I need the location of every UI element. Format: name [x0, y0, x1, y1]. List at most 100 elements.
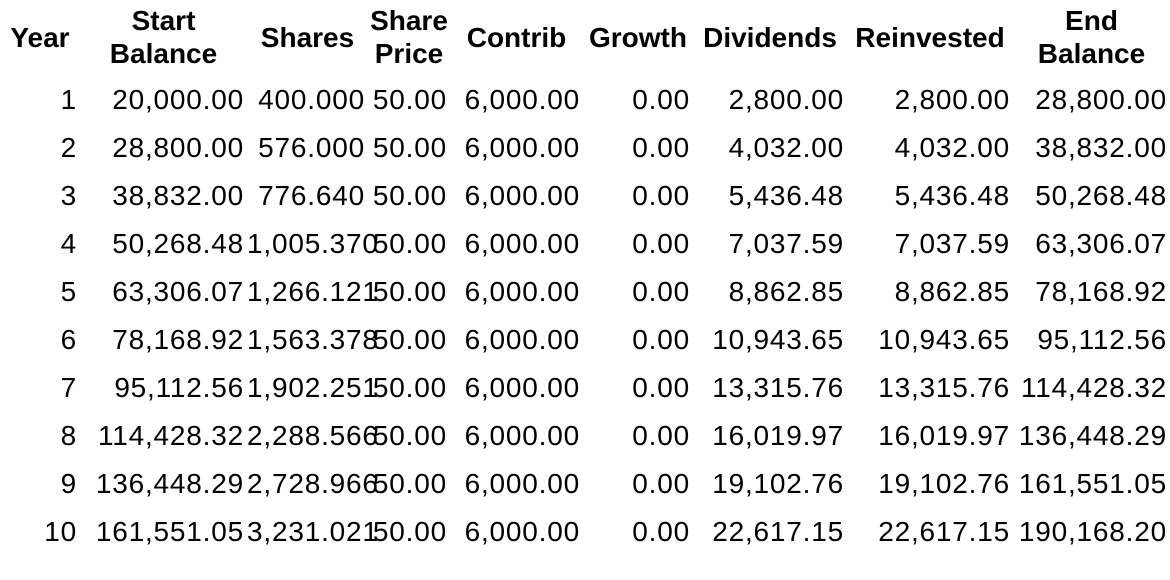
table-cell: 50.00	[372, 516, 447, 547]
header-row: Year Start Balance Shares Share Price Co…	[0, 0, 1170, 76]
table-cell: 2	[60, 132, 77, 163]
table-cell: 50.00	[372, 420, 447, 451]
table-row: 5 63,306.07 1,266.121 50.00 6,000.00 0.00 8,86…	[0, 268, 1170, 316]
table-cell: 50.00	[372, 180, 447, 211]
table-cell: 95,112.56	[114, 372, 244, 403]
table-cell: 0.00	[632, 132, 690, 163]
table-cell: 0.00	[632, 324, 690, 355]
table-cell: 8,862.85	[894, 276, 1010, 307]
table-cell: 4,032.00	[728, 132, 844, 163]
table-cell: 3,231.021	[247, 516, 379, 547]
table-cell: 2,728.966	[247, 468, 379, 499]
table-cell: 1	[60, 84, 77, 115]
table-cell: 8	[60, 420, 77, 451]
table-body: 1 20,000.00 400.000 50.00 6,000.00 0.00 2,800.…	[0, 76, 1170, 556]
table-cell: 16,019.97	[712, 420, 844, 451]
table-cell: 2,800.00	[894, 84, 1010, 115]
table-cell: 1,266.121	[247, 276, 379, 307]
table-cell: 13,315.76	[878, 372, 1010, 403]
table-cell: 22,617.15	[712, 516, 844, 547]
table-cell: 400.000	[258, 84, 365, 115]
table-cell: 0.00	[632, 276, 690, 307]
table-cell: 6,000.00	[464, 420, 580, 451]
table-row: 7 95,112.56 1,902.251 50.00 6,000.00 0.00 13,3…	[0, 364, 1170, 412]
table-cell: 2,288.566	[247, 420, 379, 451]
table-cell: 0.00	[632, 372, 690, 403]
table-cell: 3	[60, 180, 77, 211]
table-cell: 63,306.07	[112, 276, 244, 307]
table-cell: 136,448.29	[1018, 420, 1167, 451]
table-cell: 161,551.05	[1018, 468, 1167, 499]
column-header-dividends: Dividends	[703, 21, 837, 53]
table-cell: 7,037.59	[728, 228, 844, 259]
column-header-share-price: Share Price	[370, 5, 448, 69]
table-cell: 114,428.32	[97, 420, 244, 451]
table-cell: 19,102.76	[712, 468, 844, 499]
table-cell: 576.000	[258, 132, 365, 163]
table-cell: 50,268.48	[112, 228, 244, 259]
column-header-contrib: Contrib	[466, 21, 567, 53]
table-cell: 136,448.29	[95, 468, 244, 499]
table-cell: 6,000.00	[464, 324, 580, 355]
table-cell: 38,832.00	[1035, 132, 1167, 163]
column-header-start-balance: Start Balance	[109, 5, 218, 69]
table-cell: 9	[60, 468, 77, 499]
table-cell: 50.00	[372, 468, 447, 499]
table-header: Year Start Balance Shares Share Price Co…	[0, 0, 1170, 76]
table-cell: 16,019.97	[878, 420, 1010, 451]
table-cell: 19,102.76	[878, 468, 1010, 499]
table-cell: 161,551.05	[95, 516, 244, 547]
table-cell: 0.00	[632, 84, 690, 115]
table-cell: 6,000.00	[464, 468, 580, 499]
table-cell: 190,168.20	[1018, 516, 1167, 547]
table-cell: 50.00	[372, 228, 447, 259]
table-cell: 8,862.85	[728, 276, 844, 307]
table-row: 3 38,832.00 776.640 50.00 6,000.00 0.00 5,436.…	[0, 172, 1170, 220]
table-cell: 50.00	[372, 372, 447, 403]
table-cell: 5,436.48	[728, 180, 844, 211]
table-cell: 4	[60, 228, 77, 259]
table-cell: 114,428.32	[1020, 372, 1167, 403]
table-cell: 1,563.378	[247, 324, 379, 355]
column-header-growth: Growth	[589, 21, 687, 53]
table-cell: 50.00	[372, 132, 447, 163]
table-cell: 6,000.00	[464, 372, 580, 403]
column-header-reinvested: Reinvested	[855, 21, 1005, 53]
table-cell: 50.00	[372, 276, 447, 307]
table-cell: 6,000.00	[464, 276, 580, 307]
table-cell: 0.00	[632, 228, 690, 259]
table-row: 2 28,800.00 576.000 50.00 6,000.00 0.00 4,032.…	[0, 124, 1170, 172]
dividend-reinvestment-table: Year Start Balance Shares Share Price Co…	[0, 0, 1170, 556]
column-header-year: Year	[10, 21, 70, 53]
table-cell: 10	[44, 516, 77, 547]
table-cell: 50.00	[372, 84, 447, 115]
table-cell: 13,315.76	[712, 372, 844, 403]
table-cell: 5	[60, 276, 77, 307]
table-cell: 95,112.56	[1037, 324, 1167, 355]
table-row: 9 136,448.29 2,728.966 50.00 6,000.00 0.00 19,…	[0, 460, 1170, 508]
table-cell: 78,168.92	[112, 324, 244, 355]
table-cell: 5,436.48	[894, 180, 1010, 211]
table-cell: 1,005.370	[247, 228, 379, 259]
table-cell: 6,000.00	[464, 516, 580, 547]
table-cell: 6,000.00	[464, 132, 580, 163]
table-row: 8 114,428.32 2,288.566 50.00 6,000.00 0.00 16,…	[0, 412, 1170, 460]
table-cell: 2,800.00	[728, 84, 844, 115]
table-cell: 1,902.251	[247, 372, 379, 403]
table-cell: 50.00	[372, 324, 447, 355]
table-cell: 6,000.00	[464, 84, 580, 115]
table-row: 4 50,268.48 1,005.370 50.00 6,000.00 0.00 7,03…	[0, 220, 1170, 268]
table-cell: 6	[60, 324, 77, 355]
table-row: 6 78,168.92 1,563.378 50.00 6,000.00 0.00 10,9…	[0, 316, 1170, 364]
table-cell: 0.00	[632, 420, 690, 451]
table-cell: 0.00	[632, 468, 690, 499]
table-cell: 22,617.15	[878, 516, 1010, 547]
table-cell: 63,306.07	[1035, 228, 1167, 259]
table-cell: 7,037.59	[894, 228, 1010, 259]
table-cell: 0.00	[632, 180, 690, 211]
table-cell: 28,800.00	[1035, 84, 1167, 115]
table-cell: 6,000.00	[464, 228, 580, 259]
table-cell: 10,943.65	[878, 324, 1010, 355]
table-cell: 38,832.00	[112, 180, 244, 211]
